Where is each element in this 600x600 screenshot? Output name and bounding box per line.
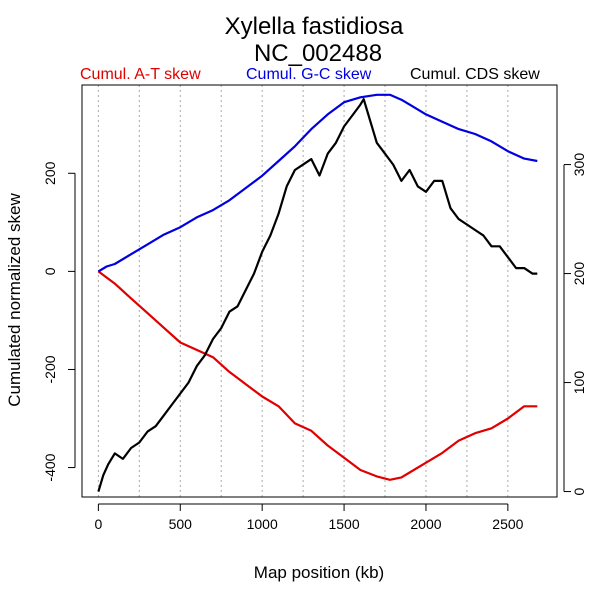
chart-subtitle: NC_002488	[254, 40, 382, 67]
y-axis-right: 0 100 200 300	[563, 153, 587, 495]
chart-title: Xylella fastidiosa	[225, 13, 404, 40]
legend-cds-skew: Cumul. CDS skew	[410, 66, 540, 83]
legend-gc-skew: Cumul. G-C skew	[246, 66, 372, 83]
vertical-gridlines	[97, 85, 509, 497]
y-tick-label: 0	[42, 267, 58, 275]
y-axis-left: -400 -200 0 200	[42, 161, 76, 482]
series-lines	[97, 93, 538, 492]
right-tick-label: 200	[571, 262, 587, 286]
right-tick-label: 0	[571, 487, 587, 495]
y-tick-label: 200	[42, 161, 58, 185]
right-tick-label: 300	[571, 153, 587, 177]
x-tick-label: 2500	[492, 516, 523, 532]
y-axis-label: Cumulated normalized skew	[5, 193, 24, 407]
legend-at-skew: Cumul. A-T skew	[80, 66, 201, 83]
x-tick-label: 1000	[247, 516, 278, 532]
series-line-cumul-a-t-skew	[97, 270, 538, 481]
x-axis: 0 500 1000 1500 2000 2500	[94, 503, 524, 532]
y-tick-label: -400	[42, 453, 58, 481]
x-tick-label: 500	[169, 516, 193, 532]
x-tick-label: 0	[94, 516, 102, 532]
x-tick-label: 1500	[328, 516, 359, 532]
series-line-cumul-g-c-skew	[97, 93, 538, 273]
right-tick-label: 100	[571, 371, 587, 395]
series-line-cumul-cds-skew	[97, 98, 538, 492]
plot-frame	[81, 84, 558, 498]
x-tick-label: 2000	[410, 516, 441, 532]
x-axis-label: Map position (kb)	[254, 563, 384, 582]
y-tick-label: -200	[42, 355, 58, 383]
